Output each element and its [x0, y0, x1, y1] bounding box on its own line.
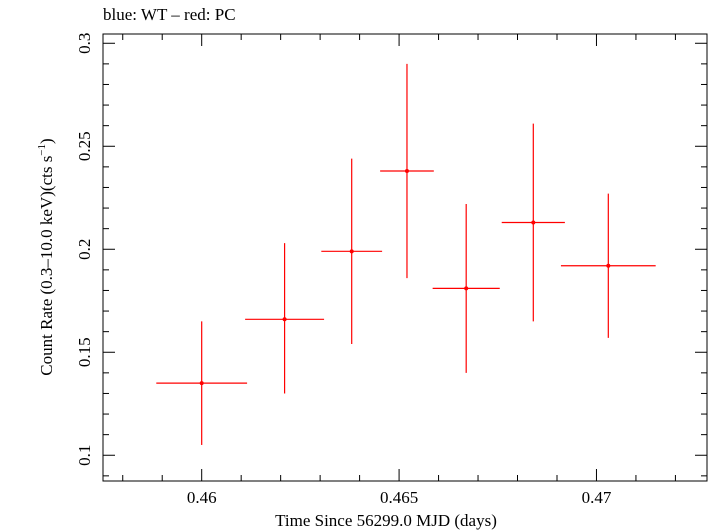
plot-frame	[102, 33, 708, 482]
y-tick-label: 0.1	[75, 445, 94, 466]
y-axis-label: Count Rate (0.3–10.0 keV)(cts s−1)	[36, 138, 56, 375]
y-tick-labels: 0.1 0.15 0.2 0.25 0.3	[75, 33, 94, 466]
data-point	[501, 123, 565, 322]
y-tick-label: 0.25	[75, 131, 94, 161]
axis-ticks	[103, 34, 707, 481]
y-tick-label: 0.2	[75, 239, 94, 260]
x-tick-label: 0.46	[187, 488, 217, 507]
y-axis-label-end: )	[37, 138, 56, 144]
point-marker	[464, 286, 469, 291]
data-point	[245, 243, 325, 394]
x-axis-label: Time Since 56299.0 MJD (days)	[275, 511, 497, 530]
x-tick-label: 0.465	[380, 488, 418, 507]
data-point	[380, 63, 434, 279]
x-tick-labels: 0.46 0.465 0.47	[187, 488, 612, 507]
data-points	[156, 63, 656, 445]
y-tick-label: 0.3	[75, 33, 94, 54]
data-point	[432, 203, 500, 373]
chart-title: blue: WT – red: PC	[103, 5, 236, 24]
data-point	[156, 321, 248, 445]
y-axis-label-main: Count Rate (0.3–10.0 keV)(cts s	[37, 156, 56, 376]
data-point	[321, 158, 383, 345]
point-marker	[199, 381, 204, 386]
point-marker	[404, 168, 409, 173]
point-marker	[349, 249, 354, 254]
point-marker	[531, 220, 536, 225]
point-marker	[606, 263, 611, 268]
y-axis-label-sup: −1	[36, 144, 48, 156]
data-point	[560, 193, 656, 338]
point-marker	[282, 317, 287, 322]
x-tick-label: 0.47	[582, 488, 612, 507]
y-tick-label: 0.15	[75, 337, 94, 367]
